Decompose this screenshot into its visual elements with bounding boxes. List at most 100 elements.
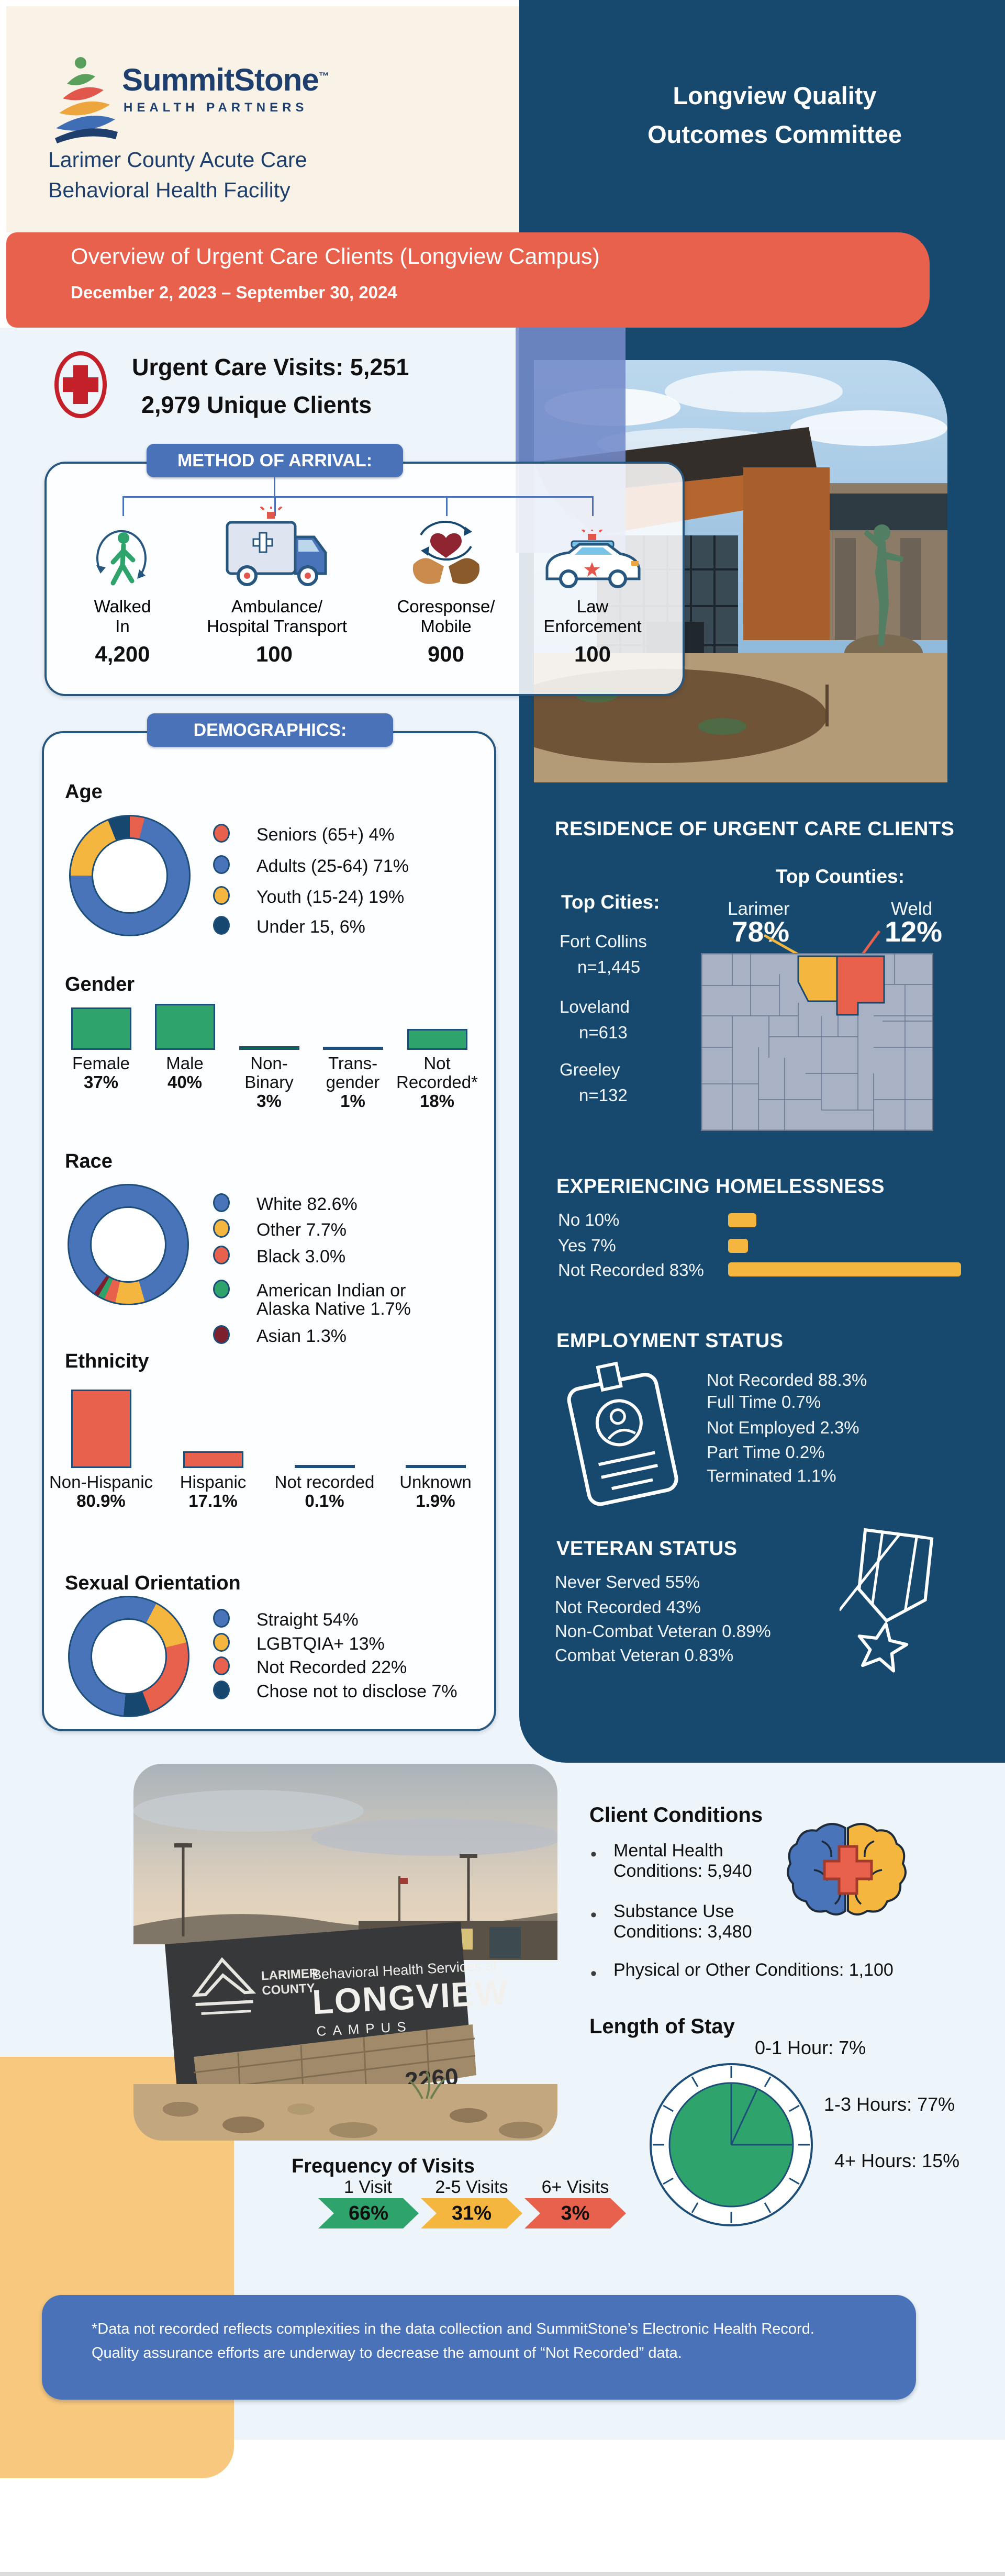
ethnicity-pct-unknown: 1.9% bbox=[416, 1491, 455, 1510]
gender-label-notrecorded-line1: Not bbox=[423, 1054, 451, 1073]
employment-title: EMPLOYMENT STATUS bbox=[556, 1330, 784, 1352]
age-legend-dot-youth bbox=[213, 886, 230, 905]
arrival-label-1-line1: Walked bbox=[94, 597, 151, 616]
county-weld: Weld bbox=[891, 899, 933, 919]
arrival-label-4: Law Enforcement bbox=[530, 597, 655, 636]
veteran-line-1: Never Served 55% bbox=[555, 1572, 700, 1592]
arrival-label-3-line2: Mobile bbox=[420, 617, 472, 636]
employment-line-1: Not Recorded 88.3% bbox=[707, 1370, 867, 1390]
arrival-label-2-line1: Ambulance/ bbox=[231, 597, 323, 616]
facility-line1: Larimer County Acute Care bbox=[48, 148, 307, 172]
length-of-stay-title: Length of Stay bbox=[589, 2015, 735, 2038]
gender-label-male: Male 40% bbox=[135, 1054, 234, 1092]
gender-label-transgender-line2: gender bbox=[326, 1072, 380, 1092]
arrival-label-1: Walked In bbox=[73, 597, 172, 636]
arrival-label-4-line1: Law bbox=[576, 597, 609, 616]
gender-pct-male: 40% bbox=[167, 1072, 203, 1092]
city-greeley-n: n=132 bbox=[579, 1085, 628, 1105]
gender-label-male-text: Male bbox=[166, 1054, 204, 1073]
ethnicity-label-notrecorded-text: Not recorded bbox=[274, 1472, 375, 1492]
gender-label-female: Female 37% bbox=[51, 1054, 151, 1092]
footnote-text: *Data not recorded reflects complexities… bbox=[92, 2321, 814, 2361]
ethnicity-title: Ethnicity bbox=[65, 1350, 149, 1372]
race-legend-other: Other 7.7% bbox=[256, 1220, 347, 1240]
committee-title: Longview Quality Outcomes Committee bbox=[565, 76, 984, 154]
race-legend-dot-other bbox=[213, 1219, 230, 1238]
sign-org-line1: LARIMER bbox=[261, 1966, 319, 1984]
arrival-drop-4 bbox=[592, 496, 594, 516]
city-greeley: Greeley bbox=[560, 1060, 620, 1079]
homeless-label-no: No 10% bbox=[558, 1210, 620, 1229]
race-legend-dot-aian bbox=[213, 1280, 230, 1298]
banner-title: Overview of Urgent Care Clients (Longvie… bbox=[71, 244, 600, 269]
condition-2-line2: Conditions: 3,480 bbox=[613, 1922, 752, 1942]
id-badge-icon bbox=[550, 1349, 693, 1517]
arrival-label-3: Coresponse/ Mobile bbox=[396, 597, 496, 636]
orientation-donut-hole bbox=[91, 1618, 167, 1695]
arrival-label-2-line2: Hospital Transport bbox=[207, 617, 347, 636]
veteran-line-2: Not Recorded 43% bbox=[555, 1597, 701, 1617]
top-counties-title: Top Counties: bbox=[776, 866, 904, 887]
summary-visits: Urgent Care Visits: 5,251 bbox=[132, 354, 409, 380]
gender-bar-chart bbox=[71, 994, 469, 1050]
gender-bar-notrecorded bbox=[407, 1029, 467, 1050]
race-legend-aian-line2: Alaska Native 1.7% bbox=[256, 1299, 411, 1319]
ethnicity-pct-notrecorded: 0.1% bbox=[305, 1491, 344, 1510]
gender-title: Gender bbox=[65, 973, 135, 995]
race-legend-dot-white bbox=[213, 1193, 230, 1212]
gender-pct-female: 37% bbox=[83, 1072, 119, 1092]
gender-label-nonbinary-line2: Binary bbox=[244, 1072, 294, 1092]
gender-label-nonbinary-line1: Non- bbox=[250, 1054, 288, 1073]
gender-label-nonbinary: Non- Binary 3% bbox=[219, 1054, 319, 1111]
orientation-legend-nodisclose: Chose not to disclose 7% bbox=[256, 1682, 457, 1701]
bottom-edge-line bbox=[0, 2572, 1005, 2576]
age-legend-seniors: Seniors (65+) 4% bbox=[256, 825, 395, 845]
walking-person-icon bbox=[85, 519, 161, 595]
demographics-badge: DEMOGRAPHICS: bbox=[147, 713, 393, 747]
footnote-box: *Data not recorded reflects complexities… bbox=[42, 2295, 916, 2400]
hands-heart-icon bbox=[403, 514, 489, 595]
gender-label-notrecorded-line2: Recorded* bbox=[396, 1072, 478, 1092]
gender-pct-notrecorded: 18% bbox=[419, 1091, 455, 1111]
police-car-icon bbox=[539, 528, 646, 592]
gender-pct-transgender: 1% bbox=[340, 1091, 365, 1111]
race-legend-asian: Asian 1.3% bbox=[256, 1326, 347, 1346]
race-legend-white: White 82.6% bbox=[256, 1194, 358, 1214]
condition-2-line1: Substance Use bbox=[613, 1901, 734, 1921]
ethnicity-label-unknown-text: Unknown bbox=[399, 1472, 472, 1492]
arrival-value-3: 900 bbox=[427, 642, 465, 666]
campus-sign-photo: LARIMER COUNTY Behavioral Health Service… bbox=[133, 1764, 557, 2141]
arrival-value-4: 100 bbox=[574, 642, 611, 666]
arrival-bracket-line bbox=[122, 496, 594, 498]
county-weld-pct: 12% bbox=[885, 915, 943, 948]
committee-line1: Longview Quality bbox=[673, 82, 877, 109]
ethnicity-label-unknown: Unknown 1.9% bbox=[386, 1473, 485, 1510]
condition-3-line1: Physical or Other Conditions: 1,100 bbox=[613, 1960, 894, 1980]
arrival-label-1-line2: In bbox=[115, 617, 130, 636]
orientation-title: Sexual Orientation bbox=[65, 1572, 241, 1594]
orientation-legend-notrecorded: Not Recorded 22% bbox=[256, 1657, 407, 1677]
age-title: Age bbox=[65, 781, 103, 803]
length-of-stay-clock-chart bbox=[650, 2063, 813, 2226]
gender-bar-transgender bbox=[323, 1047, 383, 1050]
veteran-line-3: Non-Combat Veteran 0.89% bbox=[555, 1621, 771, 1641]
colorado-county-map bbox=[701, 953, 933, 1131]
ethnicity-bar-unknown bbox=[406, 1465, 466, 1468]
homeless-bar-notrecorded bbox=[728, 1262, 961, 1276]
los-label-2: 4+ Hours: 15% bbox=[834, 2150, 960, 2171]
city-loveland: Loveland bbox=[560, 997, 630, 1016]
age-legend-adults: Adults (25-64) 71% bbox=[256, 856, 409, 876]
ethnicity-pct-nonhispanic: 80.9% bbox=[76, 1491, 126, 1510]
frequency-label-1: 1 Visit bbox=[344, 2177, 392, 2197]
gender-bar-male bbox=[155, 1004, 215, 1050]
facility-line2: Behavioral Health Facility bbox=[48, 178, 291, 202]
orientation-legend-dot-straight bbox=[213, 1609, 230, 1628]
race-donut-hole bbox=[90, 1206, 166, 1283]
condition-bullet-1-dot: • bbox=[590, 1844, 597, 1864]
frequency-arrow-1visit: 66% bbox=[318, 2198, 419, 2228]
employment-line-4: Part Time 0.2% bbox=[707, 1442, 825, 1462]
gender-label-transgender-line1: Trans- bbox=[328, 1054, 378, 1073]
homeless-label-notrecorded: Not Recorded 83% bbox=[558, 1260, 704, 1280]
brand-name-text: SummitStone bbox=[122, 62, 319, 97]
